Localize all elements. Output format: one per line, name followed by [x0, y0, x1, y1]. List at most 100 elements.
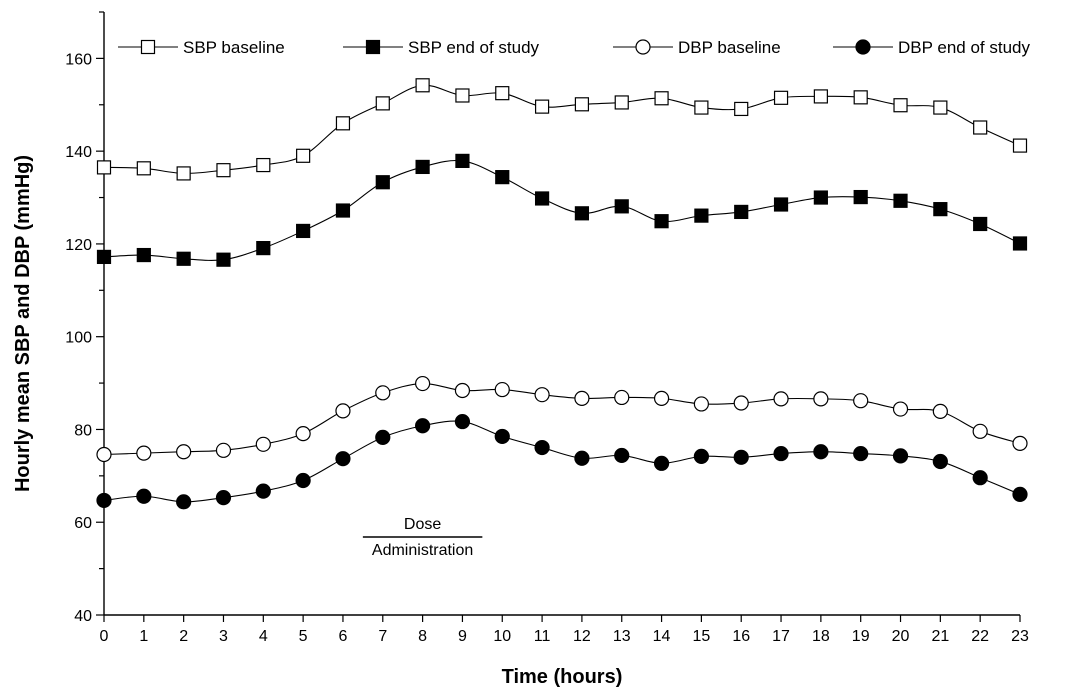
y-tick-label: 160	[65, 51, 92, 68]
data-point-dbp-end-of-study	[932, 453, 948, 470]
data-point-dbp-end-of-study	[136, 488, 152, 504]
data-point-sbp-end-of-study	[495, 170, 510, 185]
series-line-dbp-baseline	[103, 382, 1021, 456]
data-point-sbp-end-of-study	[455, 153, 470, 168]
x-axis-title: Time (hours)	[502, 666, 623, 688]
x-tick-label: 7	[378, 628, 387, 645]
data-point-sbp-baseline	[216, 163, 231, 178]
legend-marker-dbp-end-of-study	[855, 39, 871, 55]
data-point-dbp-baseline	[693, 396, 709, 412]
series-line-sbp-end-of-study	[103, 159, 1021, 261]
data-point-sbp-end-of-study	[256, 240, 271, 256]
data-point-sbp-end-of-study	[176, 251, 191, 266]
data-point-dbp-baseline	[295, 426, 311, 442]
data-point-sbp-end-of-study	[734, 204, 749, 220]
data-point-sbp-baseline	[296, 148, 311, 163]
data-point-dbp-baseline	[813, 391, 829, 407]
y-axis-title: Hourly mean SBP and DBP (mmHg)	[12, 155, 34, 492]
y-tick-label: 100	[65, 330, 92, 347]
data-point-dbp-baseline	[932, 403, 948, 419]
data-point-dbp-baseline	[534, 387, 550, 403]
data-point-dbp-baseline	[255, 436, 271, 452]
series-sbp-baseline	[96, 78, 1028, 181]
x-tick-label: 2	[179, 628, 188, 645]
data-point-sbp-end-of-study	[335, 203, 351, 218]
data-point-sbp-baseline	[574, 97, 590, 112]
data-point-sbp-baseline	[1012, 138, 1028, 153]
data-point-sbp-end-of-study	[694, 208, 709, 223]
data-point-sbp-baseline	[96, 160, 112, 175]
data-point-dbp-end-of-study	[693, 448, 709, 464]
legend-marker-sbp-end-of-study	[365, 39, 381, 55]
x-tick-label: 14	[653, 628, 671, 645]
data-point-dbp-end-of-study	[255, 483, 271, 499]
legend-item-dbp-end-of-study: DBP end of study	[833, 38, 1030, 57]
data-point-sbp-baseline	[455, 88, 470, 103]
data-point-dbp-end-of-study	[176, 494, 192, 510]
x-tick-label: 23	[1011, 628, 1029, 645]
y-axis-ticks: 40 60 80 100 120 140 160	[65, 11, 104, 625]
axes	[103, 12, 1020, 616]
data-point-dbp-baseline	[176, 444, 192, 460]
data-point-dbp-baseline	[773, 391, 789, 407]
data-point-sbp-end-of-study	[415, 159, 430, 175]
data-point-dbp-baseline	[972, 423, 988, 439]
data-point-sbp-end-of-study	[574, 206, 590, 221]
data-point-sbp-baseline	[495, 86, 510, 101]
x-tick-label: 20	[892, 628, 910, 645]
data-point-sbp-end-of-study	[853, 189, 868, 205]
series-line-sbp-baseline	[103, 84, 1021, 174]
data-point-dbp-end-of-study	[375, 429, 391, 445]
data-point-sbp-baseline	[933, 100, 948, 115]
x-tick-label: 4	[259, 628, 268, 645]
data-point-sbp-baseline	[534, 99, 550, 114]
data-point-sbp-baseline	[256, 157, 271, 173]
dose-annotation: Dose Administration	[362, 516, 483, 559]
legend-label: SBP end of study	[408, 38, 540, 57]
x-tick-label: 13	[613, 628, 631, 645]
x-tick-label: 5	[299, 628, 308, 645]
data-point-sbp-baseline	[734, 101, 749, 117]
data-point-sbp-baseline	[813, 89, 828, 104]
y-tick-label: 80	[74, 422, 92, 439]
legend-label: DBP end of study	[898, 38, 1030, 57]
x-tick-label: 8	[418, 628, 427, 645]
data-point-dbp-end-of-study	[454, 413, 471, 430]
data-point-dbp-end-of-study	[773, 445, 789, 462]
data-point-sbp-end-of-study	[216, 252, 231, 267]
x-tick-label: 0	[100, 628, 109, 645]
data-point-dbp-baseline	[733, 395, 749, 411]
data-point-sbp-end-of-study	[534, 191, 550, 206]
x-tick-label: 9	[458, 628, 467, 645]
data-point-dbp-baseline	[335, 403, 351, 419]
data-point-sbp-end-of-study	[933, 202, 948, 217]
data-point-sbp-baseline	[176, 166, 191, 181]
y-tick-label: 120	[65, 237, 92, 254]
data-point-dbp-baseline	[96, 446, 112, 463]
data-point-dbp-baseline	[614, 389, 630, 406]
data-point-sbp-baseline	[893, 98, 908, 113]
legend-label: DBP baseline	[678, 38, 781, 57]
data-point-dbp-baseline	[653, 390, 670, 406]
data-point-sbp-end-of-study	[296, 223, 311, 239]
x-axis-ticks: 0 1 2 3 4 5 6 7 8 9 10 11 12 13 14 15 16 17 18 19 20 21 22 23	[100, 615, 1029, 645]
x-tick-label: 22	[971, 628, 989, 645]
data-point-sbp-baseline	[853, 90, 868, 105]
data-point-dbp-baseline	[375, 385, 391, 401]
x-tick-label: 16	[732, 628, 750, 645]
data-point-dbp-baseline	[415, 375, 431, 392]
data-point-dbp-baseline	[494, 381, 510, 398]
data-point-dbp-end-of-study	[614, 447, 630, 464]
data-point-sbp-end-of-study	[973, 216, 988, 232]
data-point-dbp-end-of-study	[733, 449, 749, 465]
data-point-sbp-baseline	[694, 100, 709, 115]
data-point-sbp-baseline	[136, 161, 151, 176]
legend-label: SBP baseline	[183, 38, 285, 57]
data-point-dbp-baseline	[892, 401, 909, 417]
data-point-sbp-baseline	[415, 78, 430, 93]
data-point-dbp-end-of-study	[415, 418, 431, 434]
data-point-dbp-baseline	[574, 390, 590, 406]
legend-item-sbp-baseline: SBP baseline	[118, 38, 285, 57]
x-tick-label: 18	[812, 628, 830, 645]
y-tick-label: 60	[74, 515, 92, 532]
